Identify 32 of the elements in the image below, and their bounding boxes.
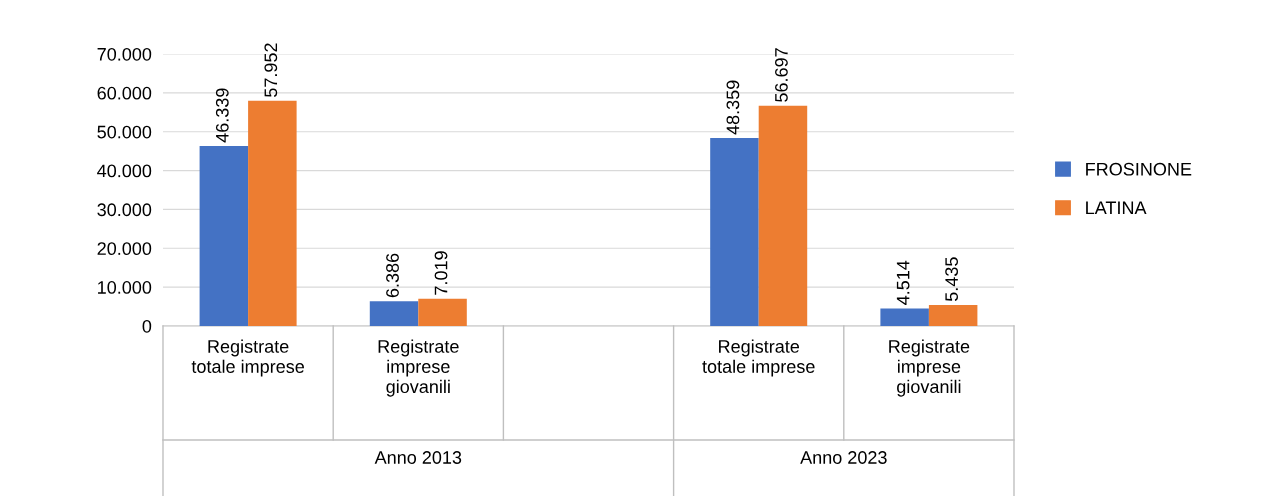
x-tick-label: Registrate imprese giovanili [889, 339, 970, 397]
y-tick-label: 70.000 [97, 47, 152, 61]
y-tick-label: 30.000 [97, 203, 152, 217]
bar [710, 138, 759, 326]
bar [418, 298, 467, 326]
data-label: 7.019 [434, 251, 448, 295]
y-tick-label: 40.000 [97, 164, 152, 178]
y-tick-label: 50.000 [97, 125, 152, 139]
y-tick-label: 10.000 [98, 281, 152, 294]
bar [248, 100, 297, 326]
y-tick-label: 0 [142, 319, 152, 333]
legend-label: LATINA [1086, 201, 1147, 215]
data-label: 57.952 [264, 43, 278, 97]
bar [928, 304, 978, 326]
data-label: 5.435 [945, 257, 958, 302]
text: Anno 2023 [800, 451, 887, 464]
data-label: 56.697 [775, 48, 788, 102]
data-label: 46.339 [215, 88, 229, 143]
y-tick-label: 60.000 [97, 86, 152, 100]
data-label: 4.514 [896, 260, 910, 305]
x-tick-label: Registrate totale imprese [702, 339, 815, 377]
data-label: 48.359 [726, 80, 740, 135]
bar [758, 105, 808, 326]
legend-label: FROSINONE [1086, 162, 1192, 176]
x-tick-label: Registrate totale imprese [191, 339, 304, 377]
y-tick-label: 20.000 [97, 242, 152, 256]
bar [880, 308, 929, 326]
text: Anno 2013 [374, 451, 462, 464]
bar [369, 301, 419, 326]
data-label: 6.386 [386, 253, 399, 298]
bar [199, 145, 249, 326]
x-tick-label: Registrate imprese giovanili [378, 339, 459, 397]
